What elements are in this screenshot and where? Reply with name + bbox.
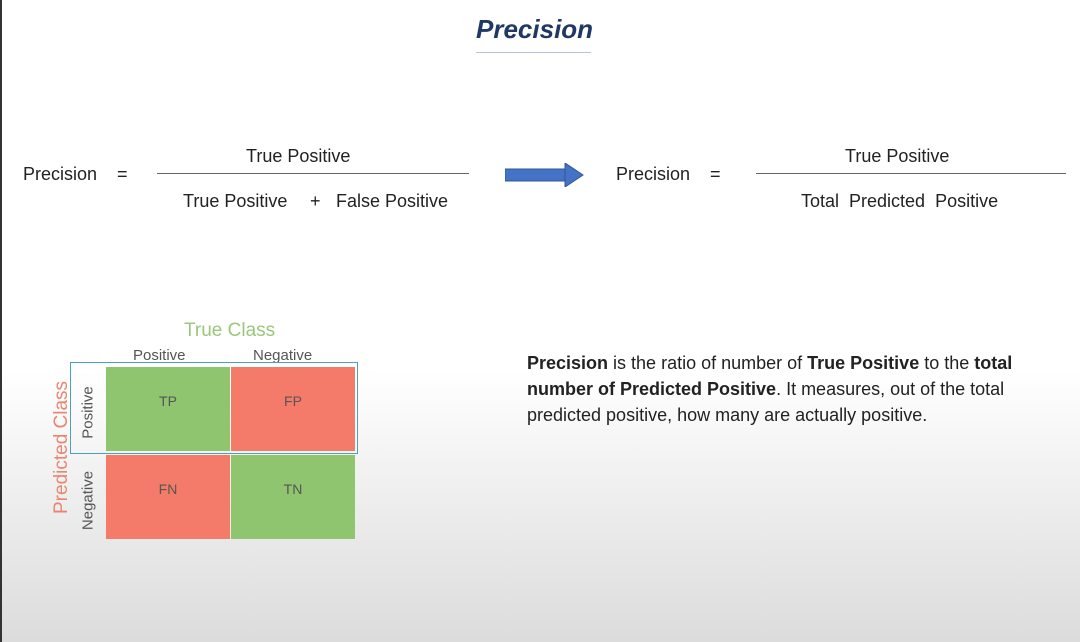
formula-right-denominator: Total Predicted Positive bbox=[801, 191, 999, 211]
cell-true-negative: TN bbox=[231, 455, 355, 539]
desc-text-3: . It measures, out of the total predicte… bbox=[527, 379, 1005, 425]
predicted-positive-highlight bbox=[70, 362, 358, 454]
page-title: Precision bbox=[476, 14, 594, 44]
formula-right-lhs: Precision bbox=[616, 164, 691, 184]
precision-description: Precision is the ratio of number of True… bbox=[527, 350, 1067, 428]
right-arrow-icon bbox=[505, 163, 584, 187]
cell-fn-label: FN bbox=[158, 481, 178, 497]
formula-left-plus: + bbox=[310, 191, 321, 211]
left-border bbox=[0, 0, 2, 642]
desc-term-precision: Precision bbox=[527, 353, 609, 373]
formula-left-fraction-line bbox=[157, 173, 469, 174]
col-label-negative: Negative bbox=[253, 347, 313, 364]
col-label-positive: Positive bbox=[133, 347, 186, 364]
formula-left-denominator-b: False Positive bbox=[336, 191, 449, 211]
cell-false-negative: FN bbox=[106, 455, 230, 539]
title-underline bbox=[476, 52, 591, 53]
formula-left-lhs: Precision bbox=[23, 164, 98, 184]
cell-false-positive: FP bbox=[231, 367, 355, 451]
formula-right-fraction-line bbox=[756, 173, 1066, 174]
formula-right-numerator: True Positive bbox=[845, 146, 950, 166]
formula-left-denominator-a: True Positive bbox=[183, 191, 288, 211]
row-label-negative: Negative bbox=[79, 470, 97, 531]
cell-fp-label: FP bbox=[284, 393, 302, 409]
true-class-label: True Class bbox=[184, 320, 276, 341]
desc-text-2: to the bbox=[919, 353, 975, 373]
cell-tp-label: TP bbox=[159, 393, 177, 409]
formula-left-equals: = bbox=[117, 164, 128, 184]
desc-term-true-positive: True Positive bbox=[807, 353, 920, 373]
desc-term-total-predicted-positive: total number of Predicted Positive bbox=[527, 353, 1013, 399]
formula-right-equals: = bbox=[710, 164, 721, 184]
cell-true-positive: TP bbox=[106, 367, 230, 451]
cell-tn-label: TN bbox=[283, 481, 303, 497]
formula-left-numerator: True Positive bbox=[246, 146, 351, 166]
desc-text-1: is the ratio of number of bbox=[608, 353, 808, 373]
